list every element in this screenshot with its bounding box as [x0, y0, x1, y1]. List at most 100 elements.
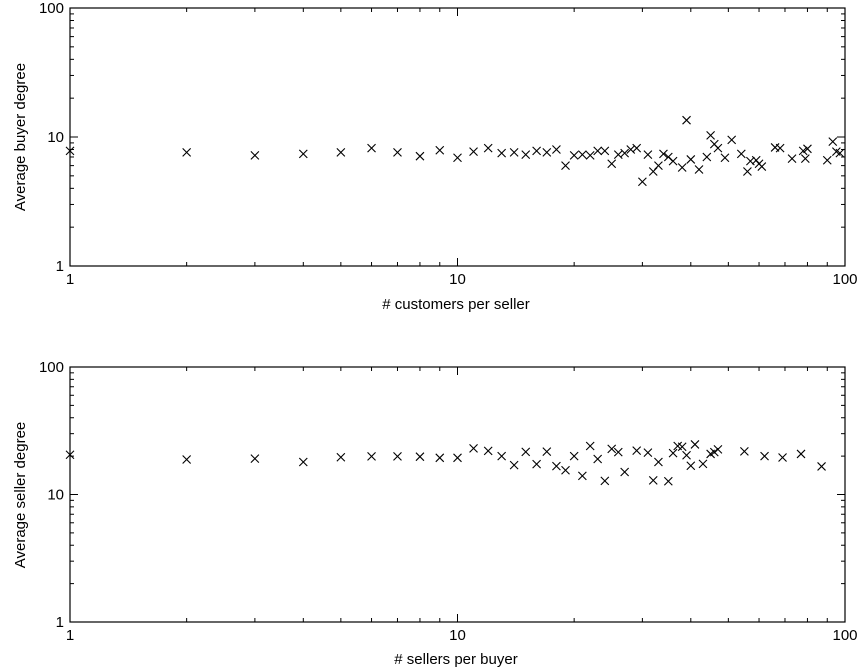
data-point	[698, 459, 708, 469]
data-point	[250, 151, 260, 160]
data-point	[654, 161, 663, 171]
y-tick-label: 1	[56, 258, 64, 275]
data-point	[497, 148, 507, 158]
x-tick-label: 100	[832, 271, 857, 288]
data-point	[690, 440, 700, 449]
data-point	[521, 447, 531, 457]
data-point	[585, 441, 595, 451]
data-point	[600, 476, 610, 486]
data-point	[643, 150, 653, 160]
x-axis-label: # sellers per buyer	[394, 651, 517, 668]
data-point	[817, 462, 826, 471]
data-point	[648, 476, 658, 485]
data-point	[682, 450, 691, 460]
data-point	[569, 451, 579, 461]
data-point	[677, 442, 687, 452]
data-point	[706, 130, 716, 140]
data-point	[367, 143, 376, 153]
chart-bottom: Average seller degree # sellers per buye…	[12, 359, 858, 668]
y-tick-label: 1	[56, 614, 64, 631]
data-point	[713, 143, 723, 153]
chart-top: Average buyer degree # customers per sel…	[12, 0, 858, 313]
data-point	[607, 444, 617, 454]
data-point	[702, 152, 712, 162]
data-point	[800, 154, 810, 163]
x-tick-label: 100	[832, 627, 857, 644]
y-tick-label: 100	[39, 359, 64, 376]
data-point	[435, 453, 445, 463]
data-point	[613, 447, 623, 457]
data-point	[822, 155, 832, 165]
data-point	[709, 447, 719, 457]
y-axis-label: Average seller degree	[12, 422, 29, 568]
data-point	[336, 147, 346, 157]
data-point	[593, 146, 603, 156]
data-point	[561, 161, 570, 171]
data-point	[803, 144, 812, 154]
data-point	[393, 147, 402, 157]
data-point	[643, 448, 653, 458]
data-point	[686, 155, 696, 164]
data-point	[796, 449, 806, 459]
data-point	[720, 153, 730, 163]
data-point	[182, 455, 192, 464]
data-point	[65, 450, 75, 460]
data-point	[569, 151, 579, 160]
x-tick-label: 1	[66, 271, 74, 288]
data-point	[668, 156, 678, 166]
data-point	[713, 444, 723, 454]
data-point	[532, 459, 541, 469]
data-point	[620, 467, 630, 477]
x-tick-label: 10	[449, 271, 466, 288]
data-point	[694, 165, 704, 174]
data-point	[620, 148, 630, 158]
data-point	[760, 451, 769, 461]
data-point	[483, 446, 493, 456]
data-point	[542, 147, 552, 157]
data-point	[532, 146, 541, 156]
data-point	[654, 457, 663, 467]
data-point	[542, 447, 552, 456]
data-point	[497, 451, 507, 461]
data-point	[736, 149, 746, 159]
data-point	[787, 154, 797, 163]
data-point	[775, 143, 785, 153]
data-point	[577, 471, 587, 481]
y-tick-label: 100	[39, 0, 64, 17]
data-point	[298, 149, 308, 159]
data-point	[336, 452, 346, 462]
data-point	[469, 147, 478, 157]
data-point	[632, 143, 642, 153]
data-point	[509, 460, 519, 470]
data-point	[757, 162, 767, 171]
data-point	[453, 153, 462, 163]
data-point	[828, 137, 838, 147]
x-tick-label: 1	[66, 627, 74, 644]
data-point	[552, 145, 561, 154]
data-point	[469, 443, 478, 453]
data-point	[659, 149, 668, 159]
data-point	[415, 151, 425, 161]
data-point	[561, 465, 570, 475]
data-point	[65, 146, 75, 156]
data-point	[593, 454, 603, 464]
data-point	[585, 151, 595, 160]
data-point	[668, 448, 678, 458]
data-point	[677, 163, 687, 172]
data-point	[453, 453, 462, 463]
data-point	[600, 146, 610, 156]
data-point	[835, 148, 845, 158]
data-point	[393, 452, 402, 461]
data-point	[663, 476, 673, 486]
data-point	[686, 461, 696, 471]
data-point	[367, 452, 376, 461]
x-tick-label: 10	[449, 627, 466, 644]
data-point	[435, 145, 445, 155]
data-point	[798, 146, 808, 156]
data-point	[182, 147, 192, 157]
data-point	[415, 452, 425, 462]
data-point	[509, 147, 519, 157]
y-tick-label: 10	[47, 487, 64, 504]
data-point	[637, 177, 647, 187]
